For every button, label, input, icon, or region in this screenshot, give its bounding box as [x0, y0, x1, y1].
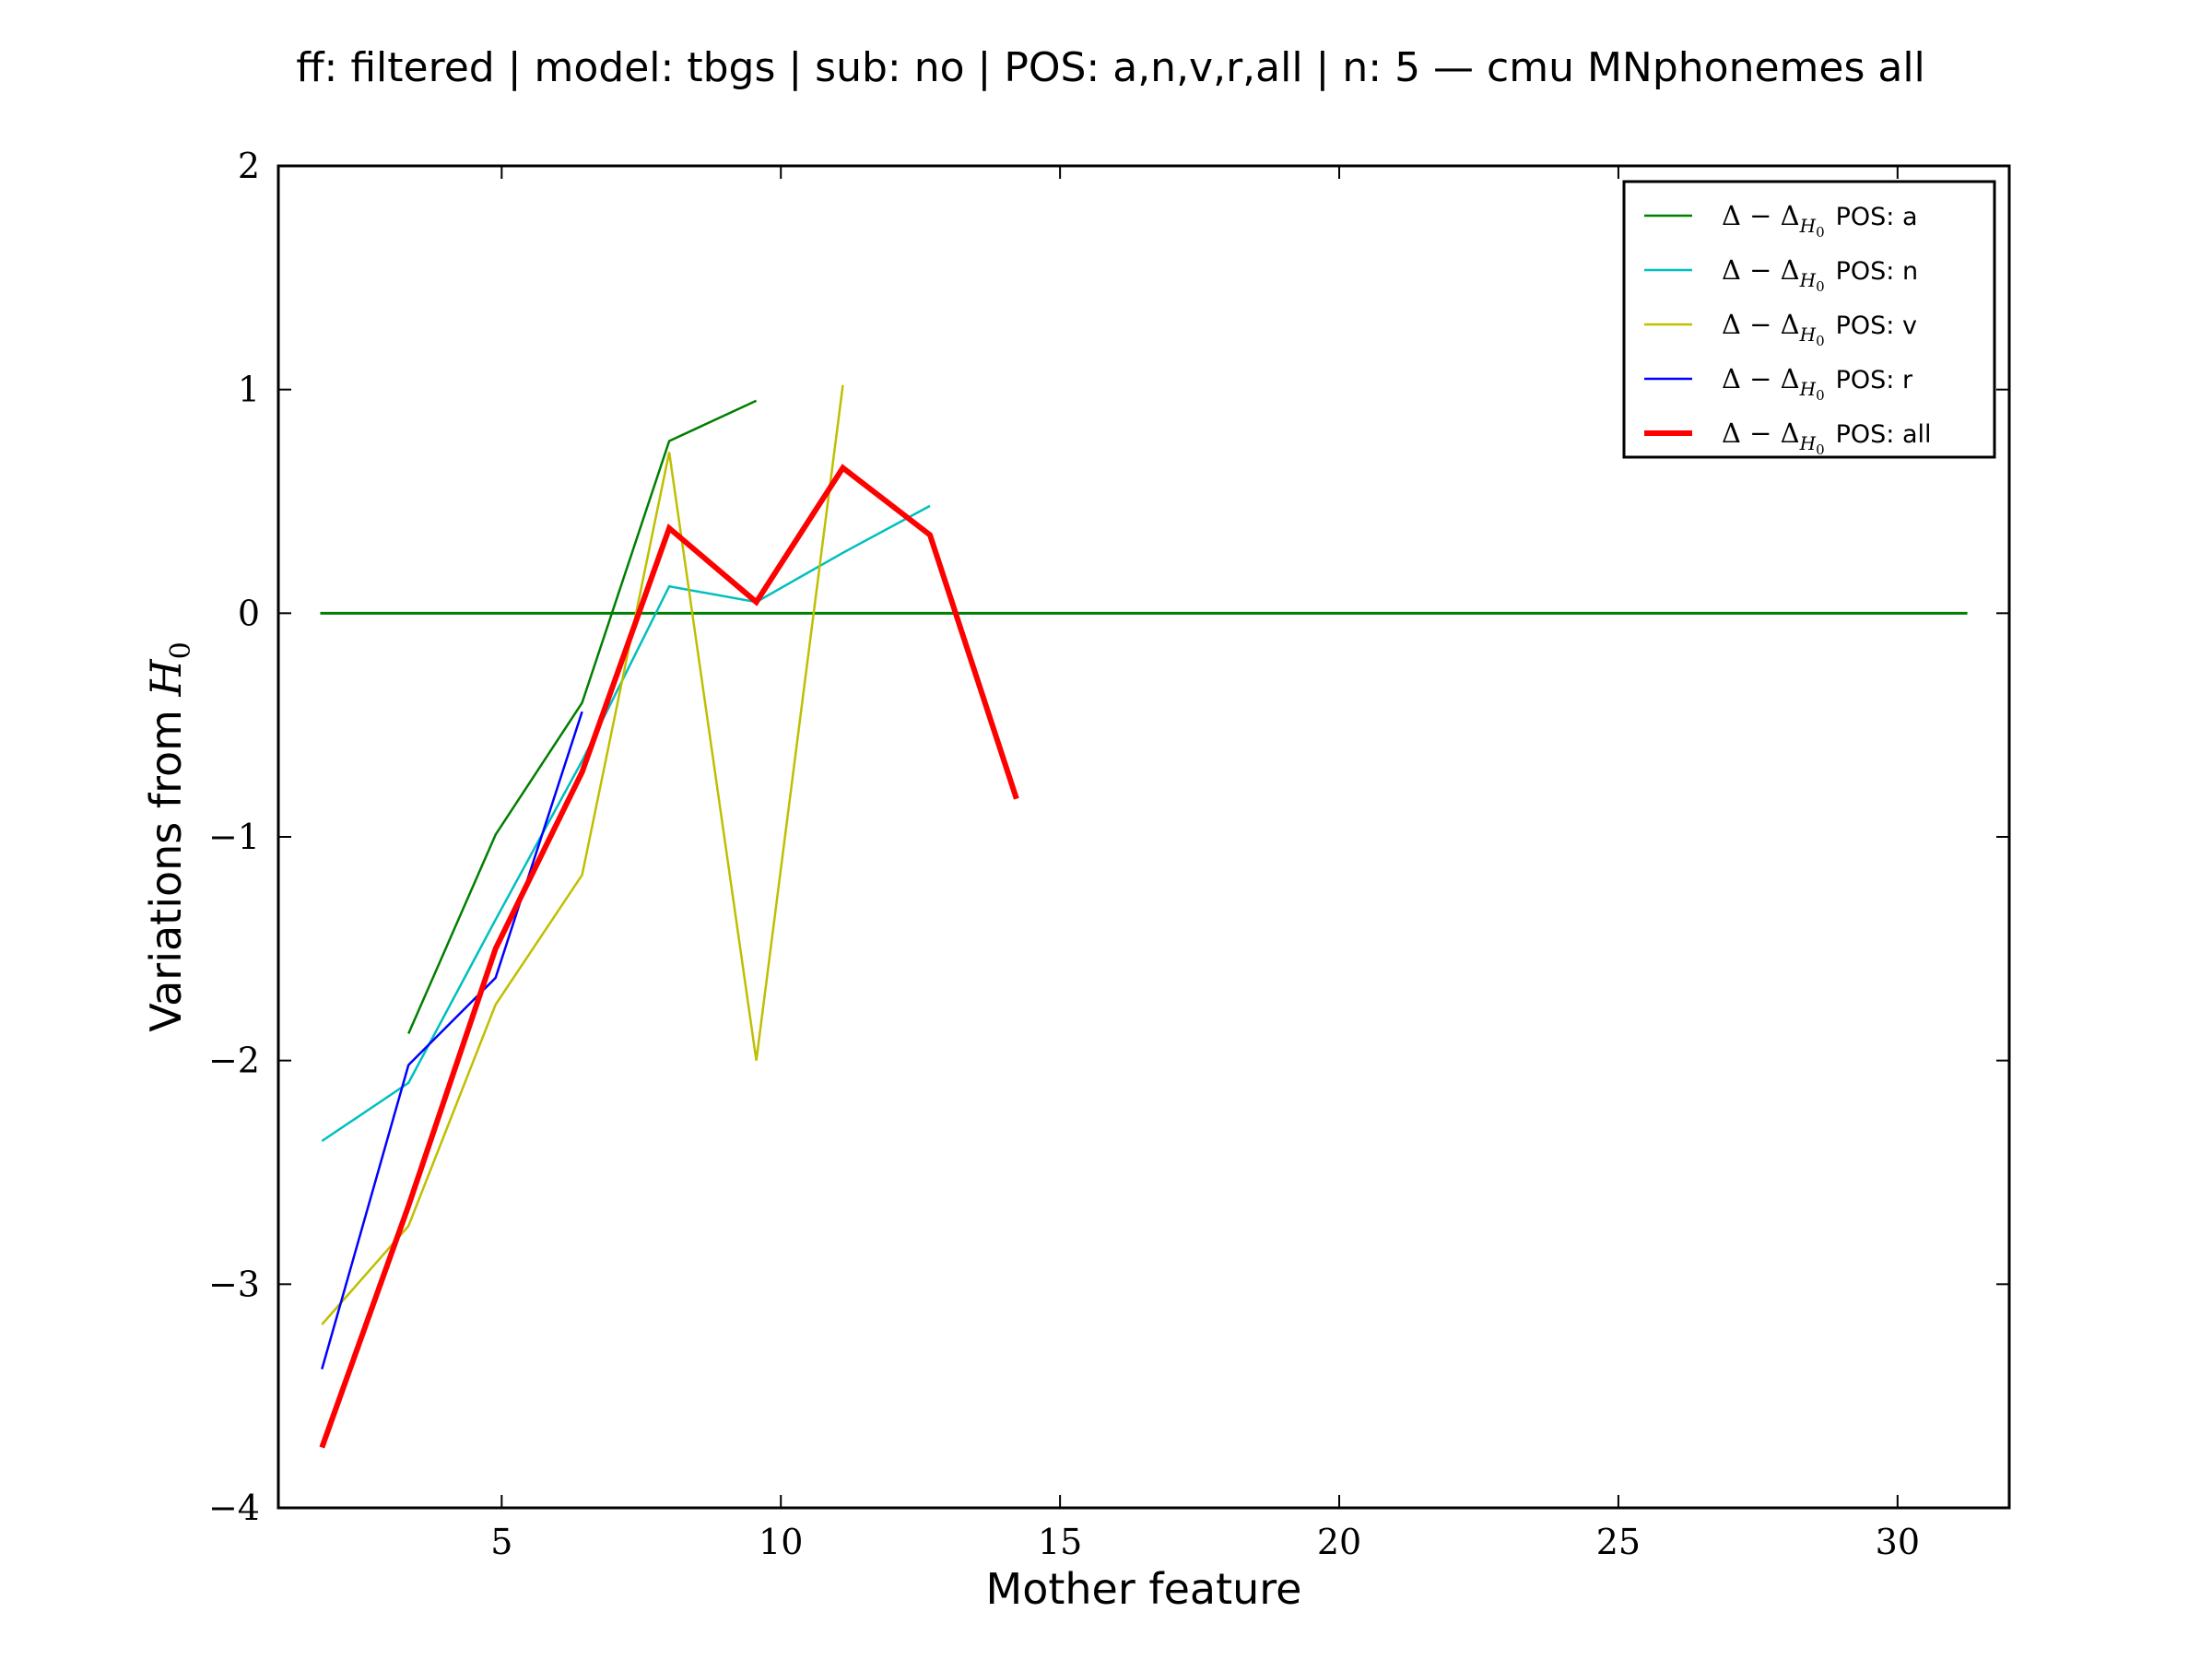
legend-sub-symbol: H [1799, 215, 1817, 237]
legend-series-name: POS: all [1836, 420, 1932, 449]
y-axis-label: Variations from H0 [141, 641, 197, 1032]
legend-sub-index: 0 [1816, 278, 1825, 295]
series-line-pos-v [321, 384, 844, 1325]
x-tick-label: 15 [1038, 1522, 1082, 1562]
legend-delta-text: Δ − Δ [1722, 418, 1800, 449]
y-tick-label: −2 [208, 1041, 260, 1081]
legend-sub-index: 0 [1816, 441, 1825, 458]
legend-entry-label: Δ − ΔH0 POS: a [1722, 200, 1918, 241]
plot-area [319, 384, 1968, 1449]
legend-sub-symbol: H [1799, 269, 1817, 291]
legend-box [1622, 180, 1996, 459]
x-tick-label: 5 [490, 1522, 512, 1562]
y-axis-label-subscript: 0 [165, 641, 197, 659]
legend-delta-text: Δ − Δ [1722, 254, 1800, 286]
legend-entry-label: Δ − ΔH0 POS: n [1722, 254, 1918, 295]
series-line-pos-n [321, 504, 931, 1143]
series-line-pos-r [321, 711, 583, 1370]
axes-frame [276, 164, 2011, 1510]
legend-delta-text: Δ − Δ [1722, 200, 1800, 231]
y-tick-label: 1 [238, 370, 260, 410]
legend-series-name: POS: n [1836, 257, 1918, 286]
y-tick-label: 0 [238, 593, 260, 633]
legend-entry-label: Δ − ΔH0 POS: all [1722, 418, 1932, 458]
series-line-pos-all [319, 464, 1019, 1449]
legend: Δ − ΔH0POS: aΔ − ΔH0POS: nΔ − ΔH0POS: vΔ… [1622, 180, 1996, 459]
y-axis-label-text: Variations from [141, 696, 191, 1031]
svg-text:Variations from H0: Variations from H0 [141, 641, 197, 1032]
series-line-pos-a [407, 399, 758, 1035]
x-tick-label: 30 [1876, 1522, 1920, 1562]
legend-series-name: POS: v [1836, 312, 1917, 340]
legend-sub-symbol: H [1799, 324, 1817, 346]
legend-sub-symbol: H [1799, 432, 1817, 454]
x-tick-label: 20 [1317, 1522, 1361, 1562]
y-axis-label-symbol: H [141, 658, 191, 697]
legend-entry-label: Δ − ΔH0 POS: v [1722, 309, 1917, 349]
x-tick-label: 10 [759, 1522, 803, 1562]
legend-series-name: POS: r [1836, 366, 1913, 394]
legend-sub-index: 0 [1816, 333, 1825, 349]
y-tick-label: −3 [208, 1264, 260, 1304]
x-tick-label: 25 [1596, 1522, 1641, 1562]
y-tick-label: −1 [208, 817, 260, 857]
legend-series-name: POS: a [1836, 203, 1918, 231]
y-tick-label: 2 [238, 146, 260, 186]
legend-entry-label: Δ − ΔH0 POS: r [1722, 363, 1913, 404]
legend-delta-text: Δ − Δ [1722, 363, 1800, 394]
x-axis-label: Mother feature [986, 1564, 1302, 1614]
chart-title: ff: filtered | model: tbgs | sub: no | P… [296, 44, 1925, 91]
axis-ticks: 5 10 15 20 25 30 −4 −3 −2 −1 0 1 2 [208, 146, 2009, 1562]
legend-delta-text: Δ − Δ [1722, 309, 1800, 340]
legend-sub-index: 0 [1816, 224, 1825, 241]
y-tick-label: −4 [208, 1488, 260, 1528]
legend-sub-index: 0 [1816, 387, 1825, 404]
legend-sub-symbol: H [1799, 378, 1817, 400]
